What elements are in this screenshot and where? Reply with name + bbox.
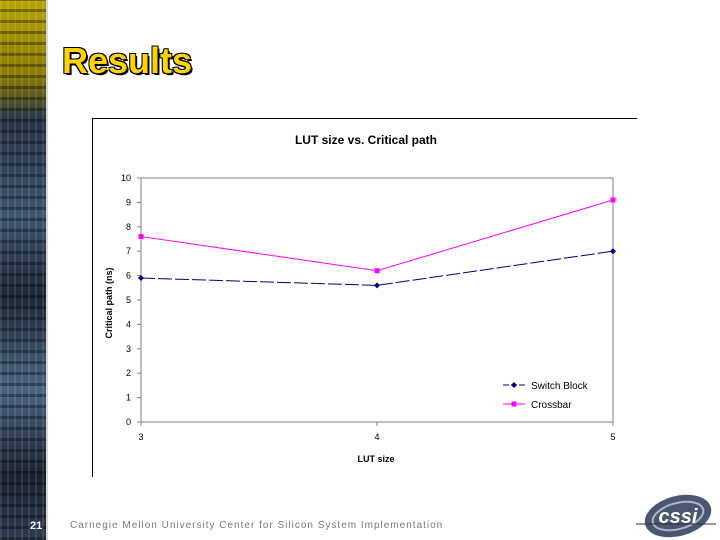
- y-tick-label: 1: [126, 393, 131, 403]
- y-tick-label: 4: [126, 319, 131, 329]
- y-tick-label: 10: [121, 173, 131, 183]
- data-point: [138, 275, 144, 282]
- slide-number: 21: [30, 520, 43, 532]
- y-tick-label: 0: [126, 417, 131, 427]
- y-tick-label: 8: [126, 222, 131, 232]
- x-tick-label: 4: [374, 432, 379, 442]
- cssi-logo: cssi: [636, 494, 716, 538]
- y-tick-label: 2: [126, 368, 131, 378]
- data-point: [138, 234, 144, 240]
- legend-label: Crossbar: [531, 400, 572, 411]
- y-tick-label: 7: [126, 246, 131, 256]
- y-axis-label: Critical path (ns): [104, 267, 114, 338]
- series-line-2: [140, 199, 614, 272]
- legend-label: Switch Block: [531, 381, 589, 392]
- y-tick-label: 9: [126, 197, 131, 207]
- data-point: [374, 268, 380, 274]
- data-point: [610, 248, 616, 255]
- slide-title: Results: [62, 40, 193, 81]
- y-tick-label: 6: [126, 271, 131, 281]
- strip-divider: [46, 0, 48, 540]
- footer-text: Carnegie Mellon University Center for Si…: [70, 520, 444, 531]
- y-tick-label: 3: [126, 344, 131, 354]
- x-tick-label: 5: [610, 432, 615, 442]
- data-point: [374, 282, 380, 289]
- logo-text: cssi: [659, 506, 698, 528]
- x-axis-label: LUT size: [357, 454, 394, 464]
- series-line-1: [140, 250, 614, 286]
- chart-title: LUT size vs. Critical path: [295, 133, 437, 147]
- legend-marker: [511, 401, 517, 407]
- decorative-chip-strip: [0, 0, 48, 540]
- x-tick-label: 3: [138, 432, 143, 442]
- legend-marker: [511, 382, 517, 388]
- data-point: [610, 197, 616, 203]
- line-chart: LUT size vs. Critical path 0 1 2 3 4 5 6 7 8 9 10 3…: [104, 133, 616, 464]
- chart-frame: LUT size vs. Critical path 0 1 2 3 4 5 6 7 8 9 10 3…: [92, 118, 637, 477]
- y-tick-label: 5: [126, 295, 131, 305]
